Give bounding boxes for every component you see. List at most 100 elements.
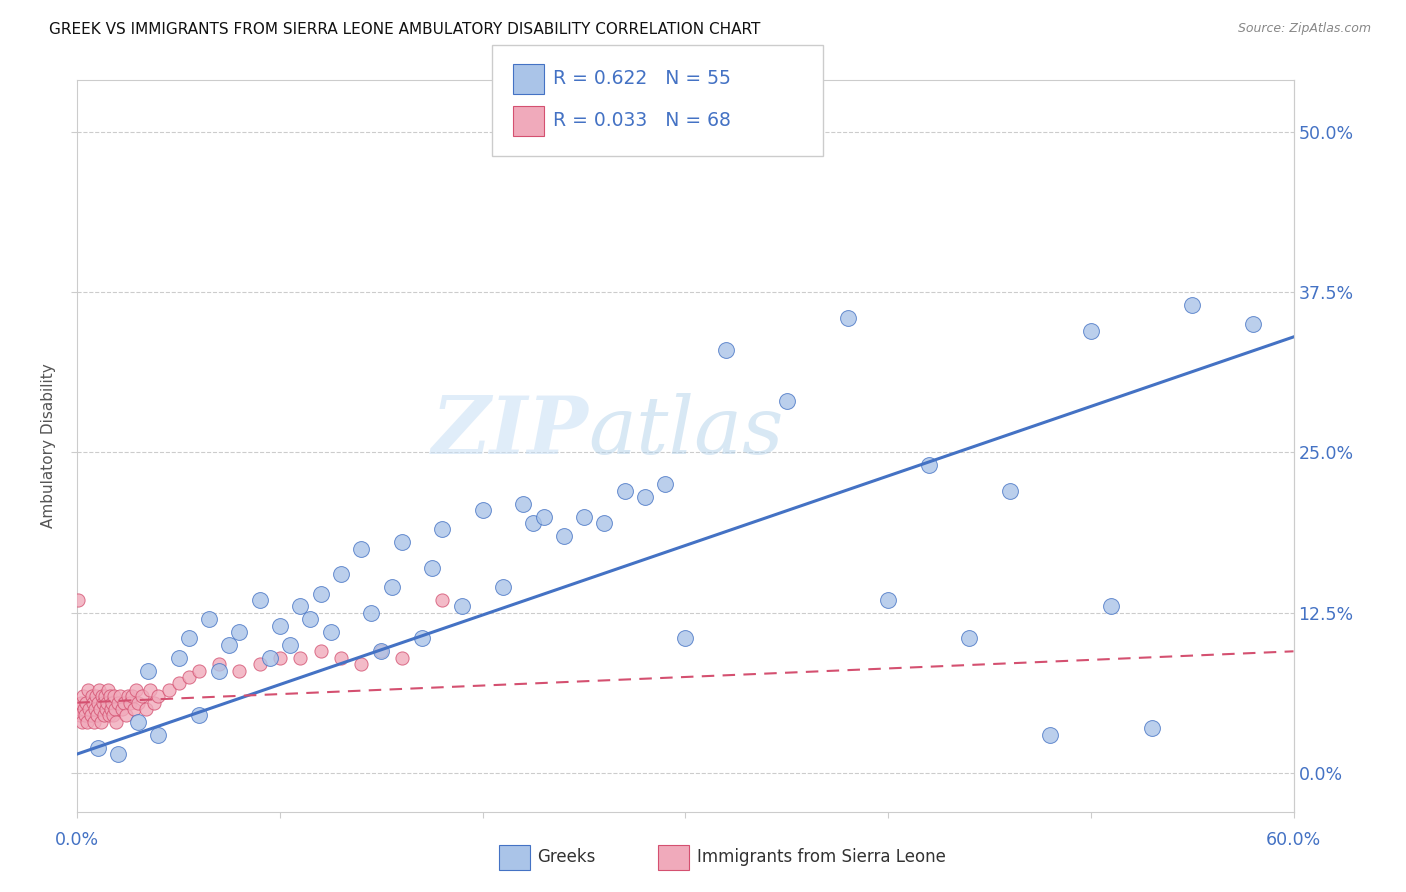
Point xyxy=(127,696,149,710)
Point xyxy=(91,696,114,710)
Point xyxy=(125,682,148,697)
Point xyxy=(259,650,281,665)
Point xyxy=(122,702,145,716)
Text: 60.0%: 60.0% xyxy=(1265,831,1322,849)
Point xyxy=(177,670,200,684)
Point xyxy=(136,664,159,678)
Point xyxy=(391,535,413,549)
Point xyxy=(370,644,392,658)
Point xyxy=(76,714,98,729)
Point xyxy=(553,529,575,543)
Point xyxy=(101,708,124,723)
Point xyxy=(350,657,373,672)
Point xyxy=(228,625,250,640)
Point xyxy=(93,690,115,704)
Point xyxy=(103,690,125,704)
Point xyxy=(112,696,135,710)
Point xyxy=(278,638,301,652)
Point xyxy=(1080,324,1102,338)
Point xyxy=(79,708,101,723)
Point xyxy=(1140,721,1163,735)
Point xyxy=(86,708,108,723)
Point xyxy=(143,696,166,710)
Point xyxy=(380,580,402,594)
Point xyxy=(96,696,118,710)
Text: atlas: atlas xyxy=(588,392,783,470)
Point xyxy=(309,644,332,658)
Point xyxy=(139,682,162,697)
Point xyxy=(107,696,129,710)
Point xyxy=(84,690,107,704)
Point xyxy=(319,625,342,640)
Point xyxy=(77,682,100,697)
Point xyxy=(198,612,221,626)
Point xyxy=(370,644,392,658)
Point xyxy=(432,593,454,607)
Point xyxy=(131,690,153,704)
Point xyxy=(108,690,131,704)
Point xyxy=(104,702,127,716)
Point xyxy=(432,523,454,537)
Point xyxy=(1241,317,1264,331)
Point xyxy=(1039,728,1062,742)
Point xyxy=(714,343,737,357)
Point xyxy=(188,708,211,723)
Point xyxy=(83,714,105,729)
Point xyxy=(86,740,108,755)
Point xyxy=(90,690,112,704)
Point xyxy=(411,632,433,646)
Point xyxy=(593,516,616,530)
Point xyxy=(82,696,104,710)
Point xyxy=(299,612,322,626)
Point xyxy=(877,593,900,607)
Point xyxy=(837,310,859,325)
Point xyxy=(420,561,443,575)
Point xyxy=(69,708,91,723)
Point xyxy=(121,690,143,704)
Point xyxy=(675,632,697,646)
Text: R = 0.622   N = 55: R = 0.622 N = 55 xyxy=(553,69,731,88)
Point xyxy=(1099,599,1122,614)
Point xyxy=(208,664,231,678)
Point xyxy=(269,650,291,665)
Point xyxy=(269,618,291,632)
Point xyxy=(104,714,127,729)
Point xyxy=(329,567,352,582)
Point xyxy=(115,708,138,723)
Point xyxy=(75,708,97,723)
Point xyxy=(80,690,103,704)
Point xyxy=(391,650,413,665)
Point xyxy=(148,728,170,742)
Point xyxy=(613,483,636,498)
Point xyxy=(228,664,250,678)
Point xyxy=(98,690,121,704)
Point xyxy=(79,702,101,716)
Point xyxy=(512,497,534,511)
Point xyxy=(70,696,93,710)
Point xyxy=(73,702,96,716)
Point xyxy=(97,708,120,723)
Point xyxy=(157,682,180,697)
Point xyxy=(167,650,190,665)
Point xyxy=(522,516,544,530)
Point xyxy=(350,541,373,556)
Point xyxy=(90,714,112,729)
Point xyxy=(654,477,676,491)
Point xyxy=(533,509,555,524)
Point xyxy=(86,696,108,710)
Point xyxy=(83,702,105,716)
Point xyxy=(100,702,122,716)
Point xyxy=(72,714,94,729)
Point xyxy=(188,664,211,678)
Text: Source: ZipAtlas.com: Source: ZipAtlas.com xyxy=(1237,22,1371,36)
Point xyxy=(67,593,90,607)
Point xyxy=(117,690,139,704)
Point xyxy=(94,702,117,716)
Text: 0.0%: 0.0% xyxy=(55,831,100,849)
Point xyxy=(135,702,157,716)
Point xyxy=(111,702,134,716)
Point xyxy=(776,394,799,409)
Text: R = 0.033   N = 68: R = 0.033 N = 68 xyxy=(553,111,731,130)
Point xyxy=(290,599,312,614)
Point xyxy=(634,491,657,505)
